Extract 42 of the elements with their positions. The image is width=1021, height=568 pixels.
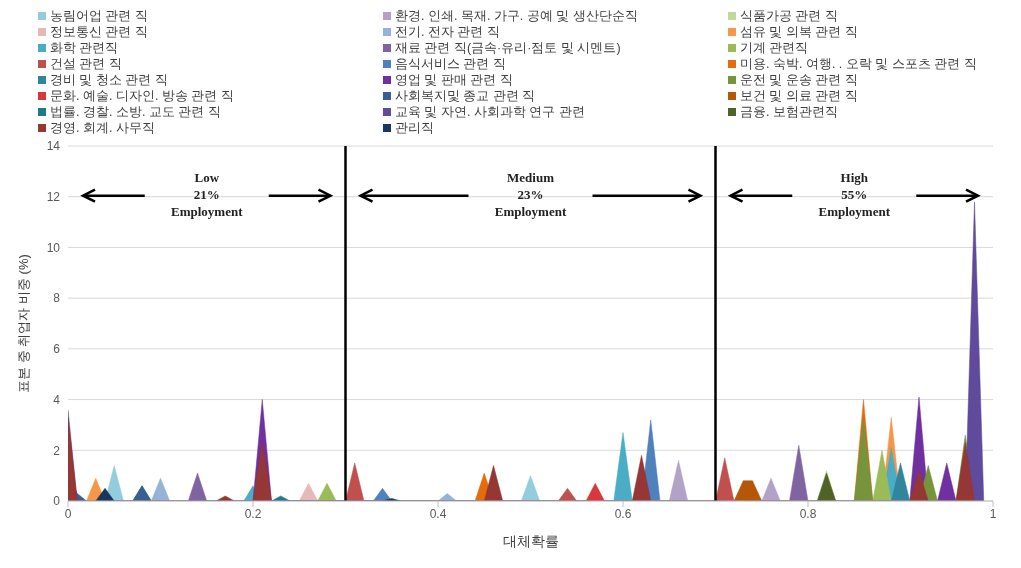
legend-label: 법률. 경찰. 소방. 교도 관련 직 xyxy=(50,103,221,121)
y-tick-label: 2 xyxy=(53,443,61,458)
y-tick-label: 0 xyxy=(53,494,61,509)
x-tick-label: 0.2 xyxy=(244,506,262,521)
legend-label: 미용. 숙박. 여행. . 오락 및 스포츠 관련 직 xyxy=(740,55,977,73)
legend-label: 관리직 xyxy=(395,119,434,137)
legend-label: 식품가공 관련 직 xyxy=(740,7,838,25)
y-axis-title: 표본 중 취업자 비중 (%) xyxy=(15,254,31,393)
y-tick-label: 14 xyxy=(46,139,61,154)
legend-label: 교육 및 자연. 사회과학 연구 관련 xyxy=(395,103,585,121)
legend-label: 운전 및 운송 관련 직 xyxy=(740,71,858,89)
legend-label: 건설 관련 직 xyxy=(50,55,122,73)
legend-label: 음식서비스 관련 직 xyxy=(395,55,506,73)
legend-label: 화학 관련직 xyxy=(50,39,119,57)
x-tick-label: 1 xyxy=(989,506,997,521)
y-tick-label: 10 xyxy=(46,240,61,255)
x-tick-label: 0.4 xyxy=(429,506,447,521)
legend-label: 보건 및 의료 관련 직 xyxy=(740,87,858,105)
legend-label: 재료 관련 직(금속·유리·점토 및 시멘트) xyxy=(395,39,621,57)
legend-label: 전기. 전자 관련 직 xyxy=(395,23,500,41)
legend-label: 금융. 보험관련직 xyxy=(740,103,838,121)
x-tick-label: 0.8 xyxy=(799,506,817,521)
legend-label: 환경. 인쇄. 목재. 가구. 공예 및 생산단순직 xyxy=(395,7,638,25)
x-axis-title: 대체확률 xyxy=(502,533,559,549)
annotation: Medium 23% Employment xyxy=(494,169,567,219)
legend-label: 기계 관련직 xyxy=(740,39,809,57)
legend-label: 정보통신 관련 직 xyxy=(50,23,148,41)
legend-label: 농림어업 관련 직 xyxy=(50,7,148,25)
annotation: Low 21% Employment xyxy=(171,169,244,219)
legend-label: 경비 및 청소 관련 직 xyxy=(50,71,168,89)
legend-label: 영업 및 판매 관련 직 xyxy=(395,71,513,89)
legend-label: 문화. 예술. 디자인. 방송 관련 직 xyxy=(50,87,234,105)
annotation: High 55% Employment xyxy=(818,169,891,219)
legend-label: 경영. 회계. 사무직 xyxy=(50,119,155,137)
y-tick-label: 6 xyxy=(53,342,61,357)
y-tick-label: 12 xyxy=(46,189,61,204)
y-tick-label: 4 xyxy=(53,392,61,407)
x-tick-label: 0 xyxy=(64,506,72,521)
x-tick-label: 0.6 xyxy=(614,506,632,521)
legend-label: 사회복지및 종교 관련 직 xyxy=(395,87,536,105)
y-tick-label: 8 xyxy=(53,291,61,306)
legend-label: 섬유 및 의복 관련 직 xyxy=(740,23,858,41)
